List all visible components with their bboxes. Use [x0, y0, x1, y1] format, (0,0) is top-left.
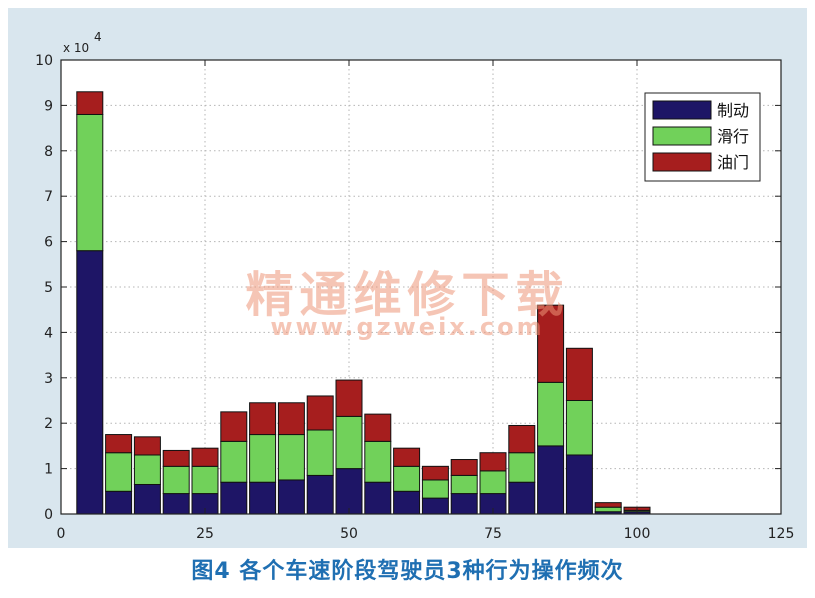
bar-segment-油门-40: [277, 402, 305, 436]
y-tick-label: 6: [44, 235, 53, 251]
bar-segment-滑行-5: [76, 113, 104, 252]
bar-segment-制动-30: [220, 481, 248, 515]
bar-segment-制动-85: [537, 445, 565, 515]
y-tick-label: 2: [44, 416, 53, 432]
bar-segment-滑行-65: [421, 479, 449, 499]
legend-swatch-制动: [652, 100, 712, 120]
bar-segment-油门-90: [565, 347, 593, 402]
x-tick-label: 25: [196, 526, 214, 542]
bar-segment-油门-35: [249, 402, 277, 436]
legend-swatch-油门: [652, 152, 712, 172]
bar-segment-滑行-40: [277, 434, 305, 481]
bar-segment-滑行-50: [335, 415, 363, 470]
x-tick-label: 100: [624, 526, 651, 542]
y-axis-multiplier: x 10: [63, 41, 89, 55]
bar-segment-滑行-10: [105, 452, 133, 492]
bar-segment-制动-80: [508, 481, 536, 515]
y-tick-label: 0: [44, 507, 53, 523]
bar-segment-制动-10: [105, 490, 133, 515]
bar-segment-滑行-35: [249, 434, 277, 483]
bar-segment-滑行-55: [364, 440, 392, 483]
bar-segment-油门-75: [479, 452, 507, 472]
bar-segment-油门-85: [537, 304, 565, 383]
bar-segment-制动-70: [450, 493, 478, 515]
bar-segment-油门-60: [393, 447, 421, 467]
bar-segment-制动-40: [277, 479, 305, 515]
bar-segment-油门-5: [76, 91, 104, 115]
x-tick-label: 0: [57, 526, 66, 542]
y-tick-label: 9: [44, 98, 53, 114]
bar-segment-滑行-75: [479, 470, 507, 495]
bar-segment-油门-70: [450, 459, 478, 476]
bar-segment-滑行-15: [133, 454, 161, 485]
bar-segment-油门-20: [162, 449, 190, 467]
bar-segment-制动-90: [565, 454, 593, 515]
y-tick-label: 7: [44, 189, 53, 205]
bar-segment-油门-50: [335, 379, 363, 417]
bar-segment-油门-65: [421, 465, 449, 481]
bar-segment-制动-50: [335, 468, 363, 515]
bar-segment-滑行-20: [162, 465, 190, 495]
legend-swatch-滑行: [652, 126, 712, 146]
bar-segment-制动-15: [133, 483, 161, 515]
bar-segment-制动-20: [162, 493, 190, 515]
y-tick-label: 1: [44, 462, 53, 478]
bar-segment-滑行-85: [537, 381, 565, 447]
bar-segment-制动-35: [249, 481, 277, 515]
bar-segment-油门-15: [133, 436, 161, 456]
bar-segment-制动-65: [421, 497, 449, 515]
bar-segment-滑行-30: [220, 440, 248, 483]
legend-label: 滑行: [717, 127, 749, 146]
bar-segment-制动-60: [393, 490, 421, 515]
bar-segment-滑行-45: [306, 429, 334, 476]
bar-segment-油门-80: [508, 424, 536, 454]
bar-segment-油门-95: [594, 502, 622, 508]
bar-segment-制动-45: [306, 474, 334, 515]
x-tick-label: 125: [768, 526, 795, 542]
legend-label: 油门: [717, 153, 749, 172]
bar-segment-制动-5: [76, 250, 104, 515]
y-tick-label: 10: [35, 53, 53, 69]
figure-caption: 图4 各个车速阶段驾驶员3种行为操作频次: [191, 559, 624, 584]
y-axis-multiplier-exponent: 4: [94, 30, 102, 44]
y-tick-label: 4: [44, 325, 53, 341]
bar-segment-滑行-95: [594, 506, 622, 513]
x-tick-label: 50: [340, 526, 358, 542]
bar-segment-油门-25: [191, 447, 219, 467]
y-tick-label: 3: [44, 371, 53, 387]
bar-segment-油门-30: [220, 411, 248, 442]
bar-segment-油门-10: [105, 434, 133, 454]
bar-segment-滑行-60: [393, 465, 421, 492]
y-tick-label: 8: [44, 144, 53, 160]
x-tick-label: 75: [484, 526, 502, 542]
y-tick-label: 5: [44, 280, 53, 296]
bar-segment-油门-55: [364, 413, 392, 442]
bar-segment-滑行-25: [191, 465, 219, 495]
bar-segment-滑行-70: [450, 474, 478, 495]
bar-segment-制动-55: [364, 481, 392, 515]
legend-label: 制动: [717, 101, 749, 120]
bar-segment-滑行-90: [565, 400, 593, 456]
bar-segment-油门-45: [306, 395, 334, 431]
bar-segment-滑行-80: [508, 452, 536, 483]
